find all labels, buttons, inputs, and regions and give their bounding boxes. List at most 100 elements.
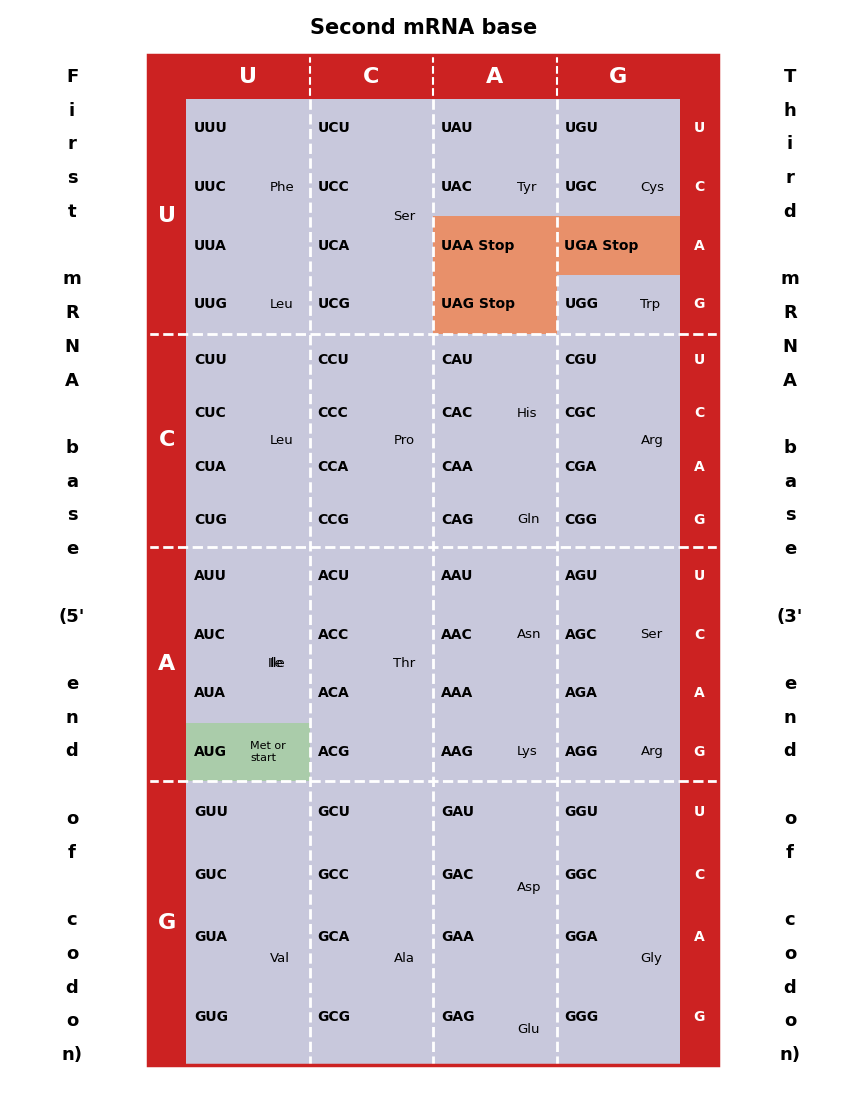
Bar — [186, 843, 310, 906]
Bar — [310, 547, 433, 605]
Text: o: o — [66, 1012, 78, 1031]
Text: d: d — [65, 978, 78, 997]
Text: AUG: AUG — [194, 745, 227, 759]
Text: CCC: CCC — [317, 407, 349, 420]
Text: A: A — [783, 372, 797, 389]
Text: GGC: GGC — [565, 868, 598, 882]
Bar — [310, 217, 433, 275]
Text: CGA: CGA — [565, 459, 597, 474]
Bar — [680, 547, 718, 605]
Text: Leu: Leu — [270, 433, 293, 446]
Text: Val: Val — [270, 952, 290, 965]
Text: AAU: AAU — [441, 569, 473, 583]
Text: GUA: GUA — [194, 930, 227, 944]
Bar — [148, 55, 718, 1064]
Text: N: N — [64, 338, 80, 356]
Text: C: C — [694, 407, 704, 420]
Text: AUA: AUA — [194, 686, 226, 700]
Bar — [556, 722, 680, 781]
Bar — [186, 493, 310, 547]
Text: Trp: Trp — [640, 298, 661, 311]
Bar — [148, 547, 186, 781]
Bar — [680, 843, 718, 906]
Text: UAG Stop: UAG Stop — [441, 298, 515, 312]
Text: UCU: UCU — [317, 121, 350, 136]
Bar — [186, 968, 310, 1064]
Text: a: a — [784, 473, 796, 491]
Text: UGA Stop: UGA Stop — [565, 238, 639, 253]
Text: Pro: Pro — [393, 433, 415, 446]
Bar — [433, 275, 556, 334]
Text: G: G — [694, 1010, 705, 1024]
Text: n: n — [65, 709, 78, 726]
Text: U: U — [239, 67, 257, 88]
Bar — [186, 158, 310, 217]
Text: UCG: UCG — [317, 298, 350, 312]
Text: GAA: GAA — [441, 930, 474, 944]
Text: Gly: Gly — [640, 952, 662, 965]
Text: i: i — [69, 102, 75, 119]
Text: c: c — [67, 911, 77, 929]
Bar — [310, 493, 433, 547]
Text: GCU: GCU — [317, 805, 350, 819]
Text: ACG: ACG — [317, 745, 350, 759]
Text: CUA: CUA — [194, 459, 226, 474]
Bar — [433, 781, 556, 843]
Bar — [556, 547, 680, 605]
Text: Gln: Gln — [517, 513, 539, 526]
Text: d: d — [784, 743, 796, 760]
Text: CUC: CUC — [194, 407, 226, 420]
Text: G: G — [158, 913, 176, 933]
Text: Ile: Ile — [270, 657, 286, 671]
Bar — [556, 98, 680, 158]
Text: CCA: CCA — [317, 459, 349, 474]
Text: m: m — [781, 270, 800, 289]
Bar — [186, 387, 310, 440]
Bar — [433, 387, 556, 440]
Bar — [433, 664, 556, 722]
Text: UUU: UUU — [194, 121, 228, 136]
Text: e: e — [66, 540, 78, 558]
Bar — [680, 217, 718, 275]
Text: d: d — [784, 978, 796, 997]
Bar — [310, 334, 433, 387]
Text: F: F — [66, 68, 78, 86]
Text: e: e — [784, 675, 796, 693]
Bar — [680, 334, 718, 387]
Text: GGA: GGA — [565, 930, 598, 944]
Text: UGU: UGU — [565, 121, 599, 136]
Bar — [186, 722, 310, 781]
Text: G: G — [694, 298, 705, 312]
Text: CAU: CAU — [441, 353, 473, 368]
Text: Asn: Asn — [517, 628, 542, 641]
Bar — [310, 664, 433, 722]
Text: CGC: CGC — [565, 407, 596, 420]
Text: C: C — [694, 868, 704, 882]
Text: U: U — [694, 805, 705, 819]
Bar — [556, 275, 680, 334]
Text: CAG: CAG — [441, 513, 473, 527]
Text: (3': (3' — [777, 607, 803, 626]
Text: U: U — [158, 207, 176, 226]
Text: Tyr: Tyr — [517, 181, 536, 194]
Bar — [556, 158, 680, 217]
Bar — [433, 493, 556, 547]
Text: CUU: CUU — [194, 353, 226, 368]
Text: GCA: GCA — [317, 930, 350, 944]
Bar — [680, 493, 718, 547]
Text: A: A — [486, 67, 504, 88]
Text: His: His — [517, 407, 538, 420]
Text: Ala: Ala — [393, 952, 415, 965]
Text: f: f — [786, 843, 794, 862]
Text: Arg: Arg — [640, 433, 663, 446]
Text: U: U — [694, 121, 705, 136]
Bar — [186, 440, 310, 493]
Bar — [148, 55, 718, 1064]
Bar — [186, 334, 310, 387]
Text: Ser: Ser — [393, 210, 416, 223]
Bar — [186, 217, 310, 275]
Bar — [680, 440, 718, 493]
Text: GAC: GAC — [441, 868, 473, 882]
Text: U: U — [694, 569, 705, 583]
Text: AUC: AUC — [194, 628, 226, 641]
